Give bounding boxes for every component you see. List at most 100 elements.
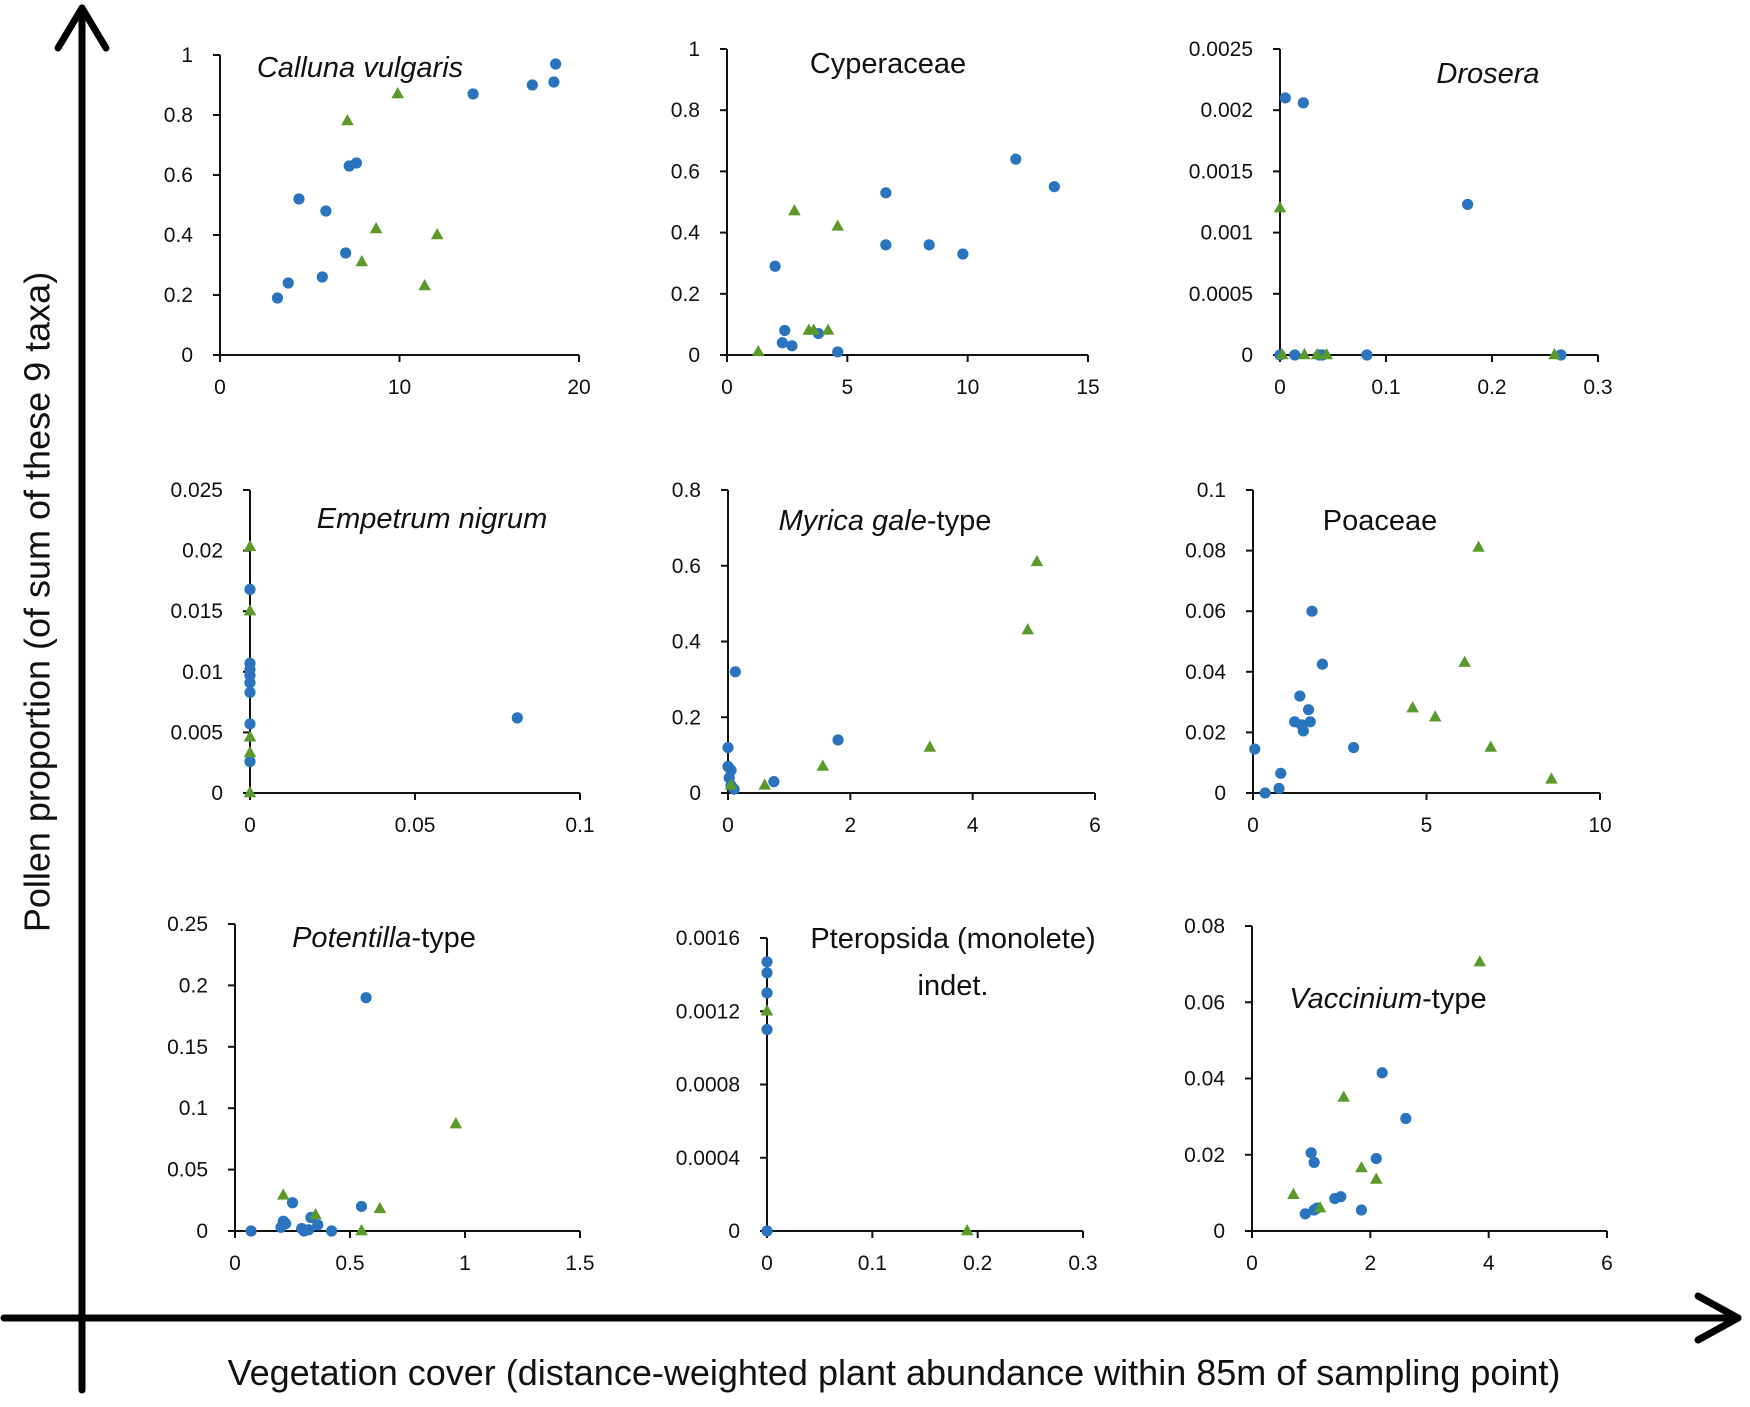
data-point-circle — [1297, 725, 1309, 737]
x-tick-label: 0 — [214, 376, 226, 399]
data-point-triangle — [418, 279, 431, 291]
y-tick-label: 0 — [181, 344, 193, 367]
y-tick-label: 0.15 — [167, 1036, 208, 1059]
data-point-circle — [786, 340, 798, 352]
y-tick-label: 0.04 — [1184, 1068, 1225, 1091]
x-tick-label: 0.3 — [1068, 1252, 1097, 1275]
data-point-circle — [1275, 767, 1287, 779]
data-point-triangle — [831, 219, 845, 231]
y-tick-label: 0.0008 — [676, 1074, 740, 1097]
x-tick-label: 0 — [722, 814, 734, 837]
panel-title-part: Cyperaceae — [810, 48, 966, 80]
y-tick-label: 0.0004 — [676, 1147, 741, 1170]
x-tick-label: 4 — [1483, 1252, 1495, 1275]
x-tick-label: 2 — [1364, 1252, 1376, 1275]
y-tick-label: 0.015 — [170, 600, 223, 623]
data-point-circle — [244, 677, 256, 689]
data-point-triangle — [807, 323, 820, 335]
data-point-triangle — [960, 1224, 974, 1236]
x-tick-label: 4 — [967, 814, 979, 837]
y-tick-label: 0.01 — [182, 661, 223, 684]
x-tick-label: 2 — [844, 814, 856, 837]
panel-title-part: Potentilla — [292, 922, 411, 954]
data-point-circle — [526, 79, 538, 91]
x-tick-label: 0 — [244, 814, 256, 837]
panel-5: 0 0.02 0.04 0.06 0.08 0.1 0 5 10 Poaceae — [1185, 479, 1612, 837]
x-tick-label: 0 — [721, 376, 733, 399]
data-point-circle — [1305, 1147, 1317, 1159]
y-tick-label: 0.2 — [671, 283, 700, 306]
y-tick-label: 0.04 — [1185, 661, 1226, 684]
y-tick-label: 0.8 — [671, 99, 700, 122]
panel-title-part: Vaccinium — [1289, 983, 1422, 1015]
panel-title: Pteropsida (monolete) — [810, 923, 1095, 955]
data-point-circle — [1294, 690, 1306, 702]
data-point-circle — [769, 260, 781, 272]
data-point-triangle — [1355, 1161, 1368, 1173]
x-tick-label: 0 — [1246, 1252, 1258, 1275]
y-tick-label: 0.08 — [1185, 540, 1226, 563]
data-point-triangle — [1406, 701, 1419, 713]
data-point-circle — [245, 1225, 257, 1237]
data-point-triangle — [243, 730, 257, 742]
y-tick-label: 0.06 — [1184, 991, 1225, 1014]
data-point-circle — [293, 193, 305, 205]
y-tick-label: 0.8 — [672, 479, 701, 502]
data-point-triangle — [373, 1201, 387, 1214]
panel-title-part: -type — [411, 922, 475, 954]
panel-2: 0 0.0005 0.001 0.0015 0.002 0.0025 0 0.1 0.2 0.3 D… — [1189, 38, 1613, 399]
y-tick-label: 0.02 — [1184, 1144, 1225, 1167]
data-point-circle — [1370, 1152, 1382, 1165]
x-tick-label: 6 — [1601, 1252, 1613, 1275]
data-point-circle — [1048, 181, 1060, 193]
y-tick-label: 0 — [728, 1220, 740, 1243]
panel-title: Cyperaceae — [810, 48, 966, 80]
panel-title: Calluna vulgaris — [257, 52, 463, 84]
data-point-circle — [1361, 349, 1373, 361]
data-point-triangle — [277, 1188, 290, 1200]
data-point-circle — [832, 346, 844, 358]
y-tick-label: 1 — [688, 38, 700, 61]
data-point-triangle — [758, 778, 771, 790]
data-point-triangle — [1313, 1201, 1327, 1213]
data-point-triangle — [1369, 1172, 1383, 1184]
data-point-circle — [1462, 198, 1474, 211]
figure-y-axis — [54, 4, 110, 1394]
data-point-circle — [340, 247, 352, 259]
panel-title-part: Pteropsida (monolete) — [810, 923, 1095, 955]
data-point-triangle — [355, 255, 369, 267]
data-point-triangle — [449, 1117, 463, 1129]
x-tick-label: 0.1 — [1371, 376, 1400, 399]
data-point-circle — [271, 292, 284, 304]
y-tick-label: 0.6 — [164, 164, 193, 187]
panel-6: 0 0.05 0.1 0.15 0.2 0.25 0 0.5 1 1.5 Potentilla-ty… — [167, 913, 594, 1275]
data-point-circle — [761, 967, 773, 979]
y-tick-label: 0.1 — [179, 1097, 208, 1120]
data-point-triangle — [243, 604, 257, 616]
data-point-circle — [312, 1219, 324, 1231]
y-tick-label: 0 — [1214, 782, 1226, 805]
data-point-circle — [244, 686, 256, 699]
data-point-circle — [880, 187, 892, 199]
x-tick-label: 6 — [1089, 814, 1101, 837]
data-point-triangle — [1320, 348, 1333, 360]
y-tick-label: 0.08 — [1184, 915, 1225, 938]
data-point-circle — [761, 1225, 773, 1237]
data-point-circle — [1259, 787, 1271, 799]
data-point-circle — [467, 88, 479, 100]
data-point-circle — [1400, 1112, 1412, 1125]
data-point-triangle — [243, 539, 257, 552]
x-tick-label: 10 — [388, 376, 411, 399]
figure-x-axis — [0, 1292, 1742, 1344]
data-point-triangle — [1484, 740, 1497, 752]
data-point-circle — [923, 239, 935, 251]
data-point-circle — [1304, 716, 1316, 728]
y-tick-label: 0.0005 — [1189, 283, 1253, 306]
data-point-circle — [779, 324, 791, 337]
y-tick-label: 0 — [1213, 1220, 1225, 1243]
y-tick-label: 0.4 — [164, 224, 194, 247]
data-point-circle — [1316, 658, 1328, 670]
y-tick-label: 0.005 — [170, 721, 223, 744]
data-point-circle — [1299, 1208, 1311, 1220]
